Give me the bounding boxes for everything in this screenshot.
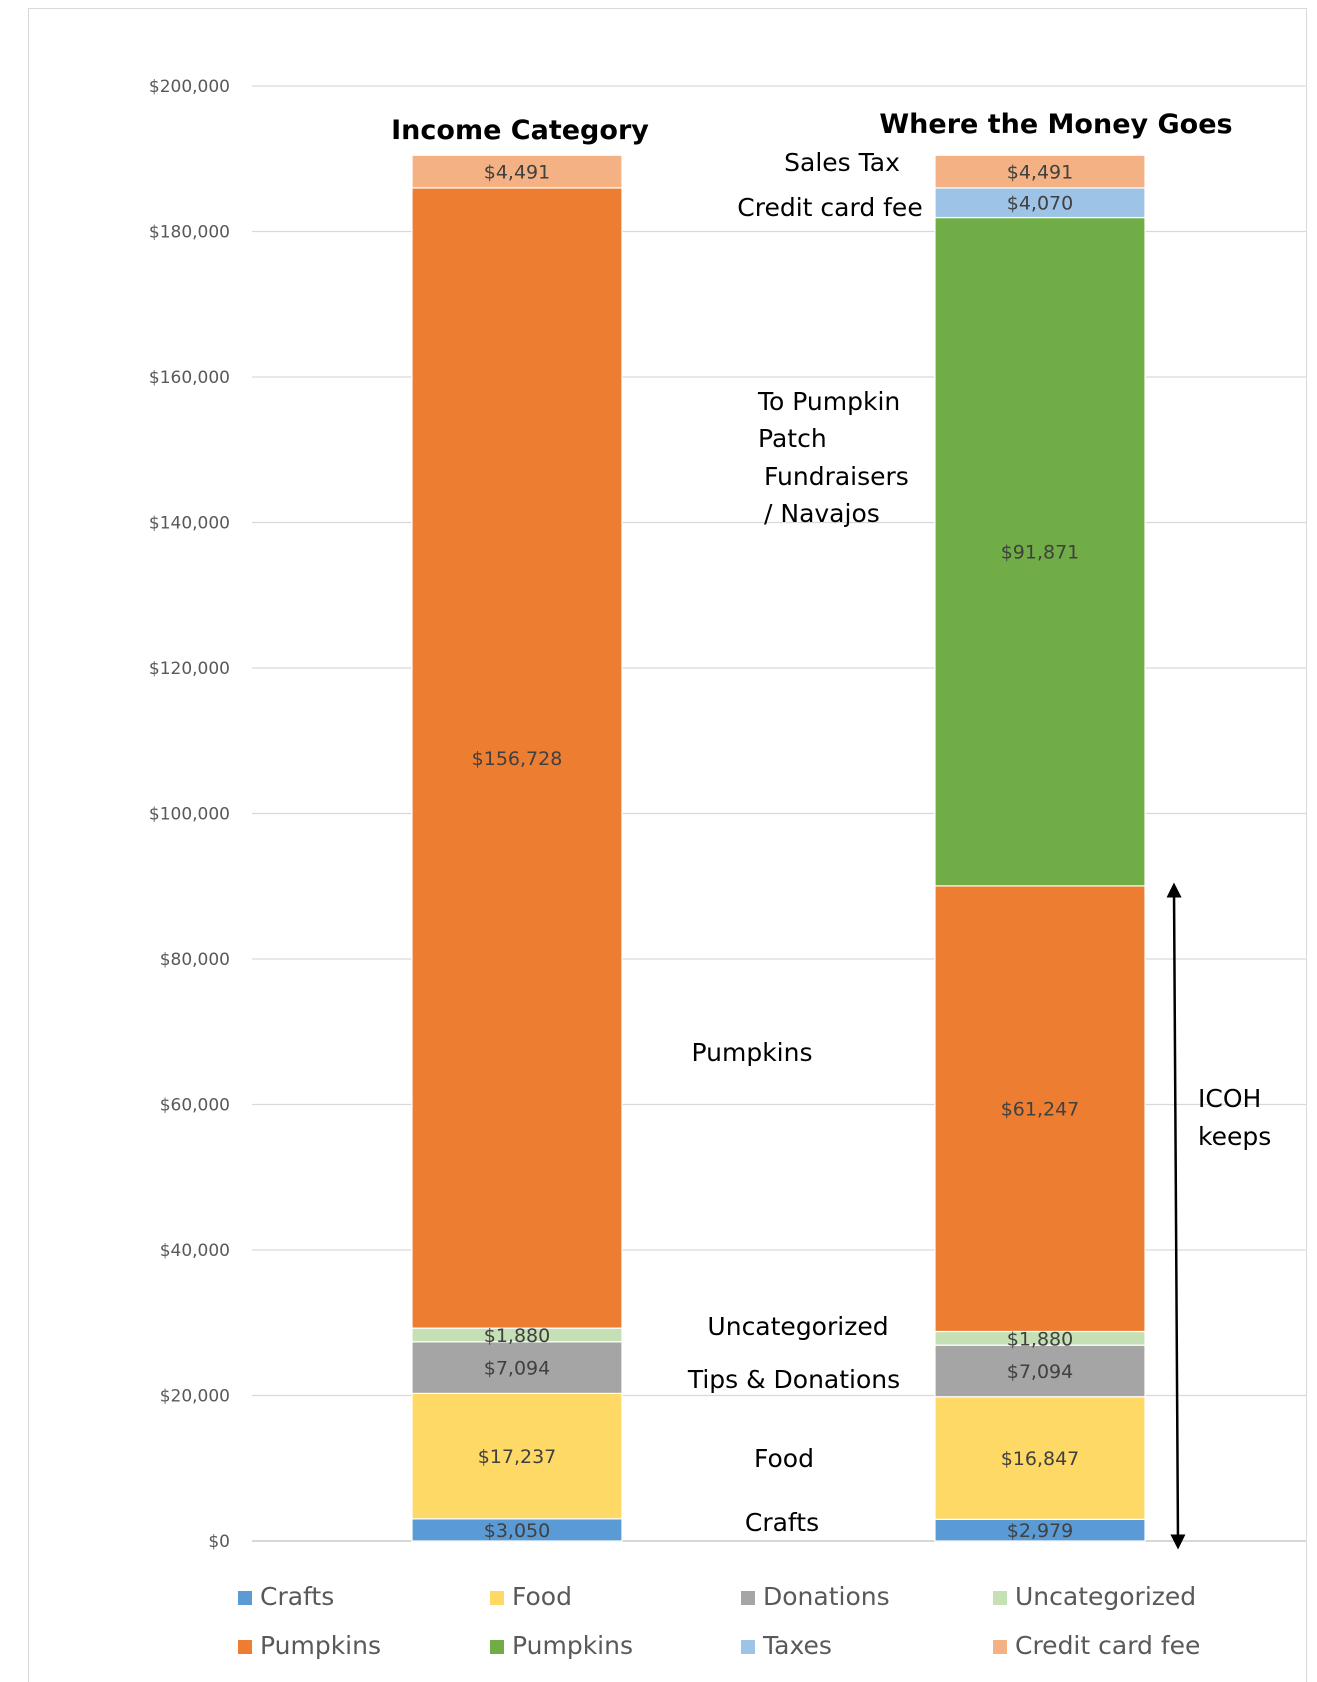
annotation-tips-donations: Tips & Donations <box>687 1365 900 1394</box>
y-tick-label: $100,000 <box>149 805 230 825</box>
y-tick-label: $140,000 <box>149 514 230 534</box>
bar-segment <box>934 216 1146 887</box>
data-label: $61,247 <box>1001 1099 1080 1121</box>
bar-segment <box>411 187 623 1329</box>
bar-segment <box>411 1341 623 1395</box>
data-label: $91,871 <box>1001 542 1080 564</box>
annotation-pumpkins: Pumpkins <box>692 1038 813 1067</box>
data-label: $1,880 <box>1007 1328 1073 1350</box>
data-label: $2,979 <box>1007 1520 1073 1542</box>
bar-segment <box>934 154 1146 189</box>
data-label: $4,491 <box>1007 162 1073 184</box>
legend-swatch <box>490 1591 504 1605</box>
y-tick-label: $60,000 <box>160 1096 230 1116</box>
legend-label: Crafts <box>260 1582 334 1611</box>
legend-label: Pumpkins <box>512 1631 633 1660</box>
annotation-food: Food <box>754 1444 814 1473</box>
annotation-to-pumpkin-line-2: Patch <box>758 424 827 453</box>
legend-swatch <box>993 1640 1007 1654</box>
data-label: $16,847 <box>1001 1448 1080 1470</box>
legend-swatch <box>741 1640 755 1654</box>
legend-swatch <box>490 1640 504 1654</box>
y-tick-label: $40,000 <box>160 1241 230 1261</box>
y-tick-label: $160,000 <box>149 368 230 388</box>
y-tick-label: $180,000 <box>149 223 230 243</box>
legend-label: Donations <box>763 1582 890 1611</box>
legend-swatch <box>238 1640 252 1654</box>
legend-swatch <box>238 1591 252 1605</box>
stack-title-income-category: Income Category <box>391 115 649 146</box>
bar-segment <box>934 187 1146 219</box>
icoh-keeps-arrow <box>1166 882 1186 1550</box>
data-label: $1,880 <box>484 1325 550 1347</box>
annotation-to-pumpkin-line-1: To Pumpkin <box>757 387 900 416</box>
bar-segment <box>934 1396 1146 1520</box>
data-label: $3,050 <box>484 1520 550 1542</box>
annotation-icoh-keeps-line-2: keeps <box>1198 1122 1271 1151</box>
data-label: $4,491 <box>484 162 550 184</box>
y-tick-label: $20,000 <box>160 1387 230 1407</box>
legend-label: Taxes <box>762 1631 832 1660</box>
y-tick-label: $80,000 <box>160 950 230 970</box>
legend-label: Credit card fee <box>1015 1631 1200 1660</box>
bar-segment <box>934 885 1146 1333</box>
legend-swatch <box>741 1591 755 1605</box>
legend-label: Pumpkins <box>260 1631 381 1660</box>
stack-title-where-the-money-goes: Where the Money Goes <box>879 109 1232 140</box>
annotation-credit-card-fee: Credit card fee <box>737 193 922 222</box>
annotation-uncategorized: Uncategorized <box>707 1312 888 1341</box>
annotation-to-pumpkin-line-4: / Navajos <box>764 499 880 528</box>
legend: Crafts Food Donations Uncategorized Pumpkins… <box>238 1582 1200 1660</box>
data-label: $156,728 <box>472 748 563 770</box>
legend-swatch <box>993 1591 1007 1605</box>
bar-segment <box>411 1392 623 1520</box>
y-tick-label: $0 <box>208 1532 230 1552</box>
annotation-to-pumpkin-line-3: Fundraisers <box>764 462 909 491</box>
annotation-crafts: Crafts <box>745 1508 819 1537</box>
data-label: $7,094 <box>1007 1361 1073 1383</box>
y-tick-label: $120,000 <box>149 659 230 679</box>
data-label: $17,237 <box>478 1446 557 1468</box>
bar-segment <box>411 154 623 189</box>
legend-label: Uncategorized <box>1015 1582 1196 1611</box>
legend-label: Food <box>512 1582 572 1611</box>
data-label: $4,070 <box>1007 193 1073 215</box>
bar-segment <box>934 1344 1146 1398</box>
y-tick-label: $200,000 <box>149 77 230 97</box>
annotation-icoh-keeps-line-1: ICOH <box>1198 1084 1261 1113</box>
annotation-sales-tax: Sales Tax <box>784 148 900 177</box>
data-label: $7,094 <box>484 1358 550 1380</box>
chart-frame <box>28 8 1307 1682</box>
